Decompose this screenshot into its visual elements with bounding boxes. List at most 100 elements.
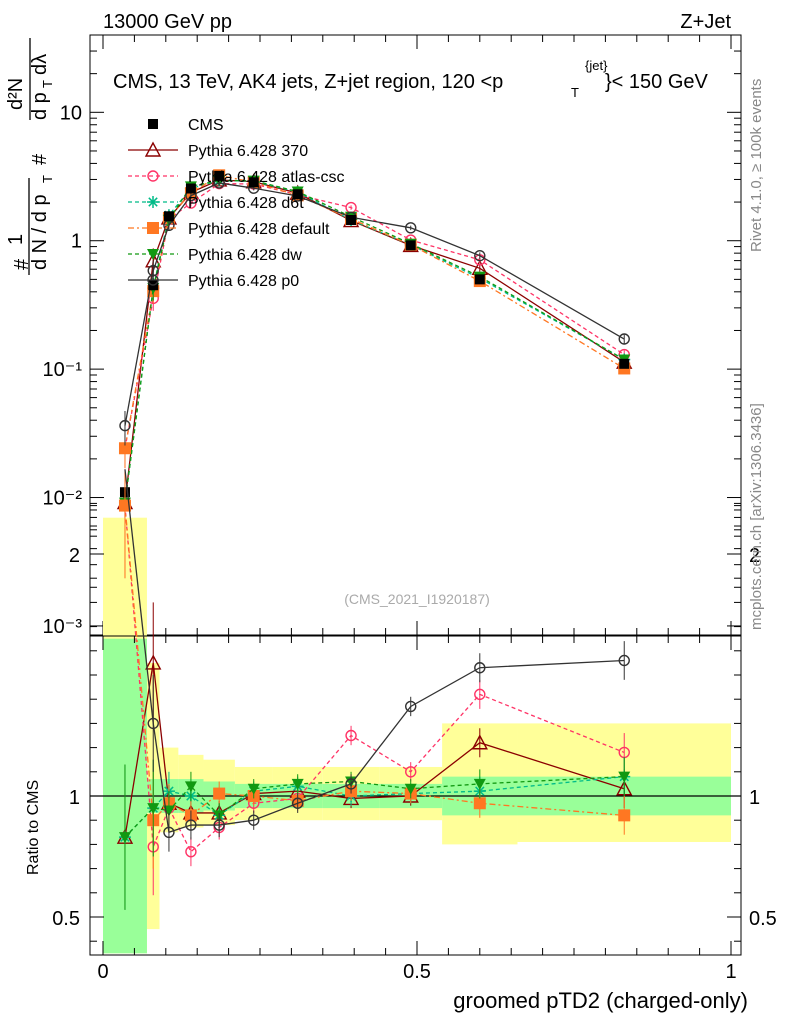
legend-label: Pythia 6.428 d6t [188,195,304,212]
y-tick-label: 10 [60,102,82,124]
circle-marker [248,814,260,826]
ylabel-sub-T2: T [40,80,55,88]
legend-label: Pythia 6.428 p0 [188,273,299,290]
square-marker [214,170,225,181]
triangle-down-marker [404,783,417,795]
square-marker [185,183,196,194]
analysis-id: (CMS_2021_I1920187) [344,591,490,607]
legend-label: Pythia 6.428 370 [188,143,308,160]
triangle-down-marker [473,778,486,790]
square-marker [118,442,131,455]
circle-marker [345,778,357,790]
ylabel-hash2: # [29,153,51,165]
circle-marker [474,688,486,701]
triangle-down-marker [618,771,631,783]
circle-marker [474,249,486,262]
circle-marker [147,170,159,182]
ratio-series-line [124,775,625,838]
ylabel-sub-T: T [40,175,55,183]
triangle-marker [145,654,162,670]
square-marker [248,177,259,188]
legend-label: Pythia 6.428 default [188,221,330,238]
square-marker [346,214,357,225]
y-tick-label: 10⁻³ [43,616,83,638]
star-marker [147,196,159,208]
square-marker [474,274,485,285]
series-line [124,182,625,426]
ylabel-d2n: d²N [5,78,27,110]
circle-marker [147,717,159,730]
star-stroke [148,197,158,207]
circle-marker [119,419,131,432]
legend-label: Pythia 6.428 atlas-csc [188,169,345,186]
circle-marker [405,766,417,778]
circle-marker [163,826,175,838]
legend-label-cms: CMS [188,117,224,134]
header-right: Z+Jet [680,11,731,33]
triangle-marker [144,141,162,157]
y-tick-label: 1 [71,231,82,253]
square-marker [405,240,416,251]
ratio-tick-label-right: 1 [749,787,760,809]
ratio-tick-label-right: 2 [749,545,760,567]
ratio-panel: 0.5 0.5 1 1 2 2 0 0.5 1 [52,469,777,983]
series-line [124,174,625,449]
ratio-tick-label: 2 [69,545,80,567]
x-tick-label: 0 [97,961,108,983]
square-marker [148,119,158,129]
circle-marker [618,654,630,667]
circle-marker [185,819,197,831]
main-frame [89,34,742,636]
ylabel-one: 1 [5,234,27,245]
legend-label: Pythia 6.428 dw [188,247,302,264]
ylabel-dlambda: dλ [29,54,51,75]
main-panel: 10⁻³ 10⁻² 10⁻¹ 1 10 [43,34,742,638]
triangle-down-marker [147,803,160,815]
x-tick-label: 1 [725,961,736,983]
x-axis-label: groomed pTD2 (charged-only) [453,988,748,1013]
plot-title-tail: }< 150 GeV [605,71,709,93]
legend: CMS Pythia 6.428 370 Pythia 6.428 atlas-cs… [128,117,345,290]
square-marker [118,499,131,512]
square-marker [292,189,303,200]
plot-title-sup: {jet} [585,58,608,73]
ratio-tick-label: 0.5 [52,908,80,930]
triangle-down-marker [247,783,260,795]
square-marker [618,809,631,822]
circle-marker [185,845,197,858]
circle-marker [474,662,486,674]
square-marker [619,358,630,369]
triangle-down-marker [291,778,304,790]
ylabel-dpt-dlambda: d p [29,92,51,120]
y-tick-label: 10⁻² [43,488,83,510]
triangle-marker [471,734,488,750]
header-left: 13000 GeV pp [103,11,232,33]
plot-title-sub: T [571,85,579,100]
ylabel-hash1: # [11,258,33,270]
circle-marker [345,729,357,742]
mcplots-label: mcplots.cern.ch [arXiv:1306.3436] [748,403,765,630]
x-tick-label: 0.5 [403,961,431,983]
triangle-down-marker [118,832,131,844]
rivet-label: Rivet 4.1.0, ≥ 100k events [748,79,765,252]
square-marker [213,787,226,800]
circle-marker [405,222,417,234]
square-marker [163,211,174,222]
main-y-axis-label: # 1 d N / d p T # d²N d p T dλ [5,38,55,275]
ratio-series-p0 [124,469,630,852]
circle-marker [213,819,225,831]
circle-marker [147,274,159,286]
triangle-down-marker [147,249,159,260]
ratio-y-axis-label: Ratio to CMS [25,780,42,875]
plot-title-main: CMS, 13 TeV, AK4 jets, Z+jet region, 120… [113,71,503,93]
triangle-down-marker [184,781,197,793]
circle-marker [618,333,630,345]
square-marker [147,222,159,234]
ratio-tick-label: 1 [69,787,80,809]
square-marker [473,797,486,810]
series-p0 [119,177,630,446]
y-tick-label: 10⁻¹ [43,359,83,381]
ratio-tick-label-right: 0.5 [749,908,777,930]
circle-marker [405,700,417,713]
